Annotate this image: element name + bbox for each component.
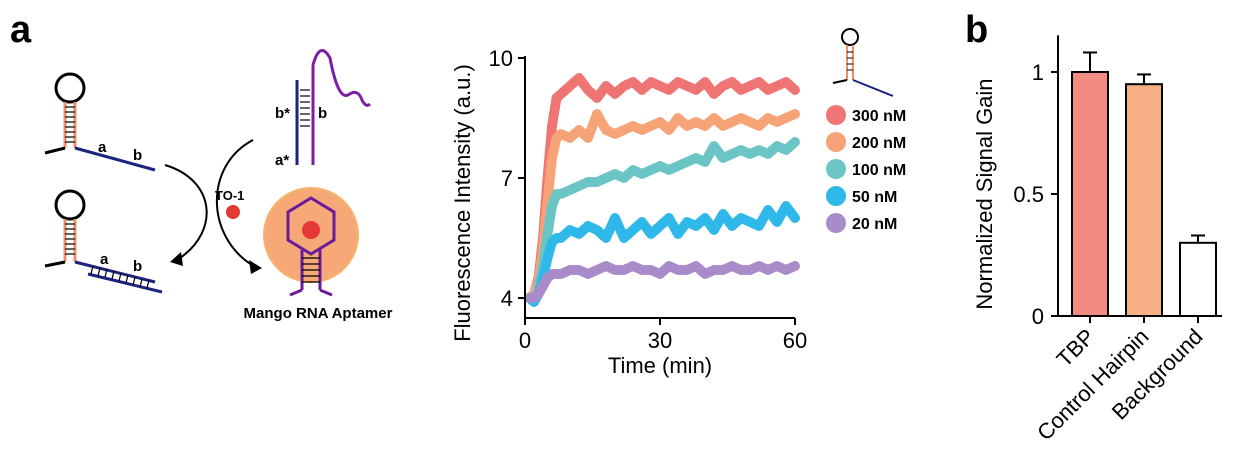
target-strand: b* a* b [275, 49, 372, 169]
strand-label-b: b [133, 147, 142, 164]
chart1-x-tick-label: 30 [648, 328, 672, 353]
legend-label: 300 nM [852, 108, 906, 125]
arrow-head-left [170, 252, 183, 266]
chart2-y-tick-label: 1 [1032, 60, 1044, 85]
chart1-y-axis-label: Fluorescence Intensity (a.u.) [450, 64, 475, 342]
series-2 [524, 137, 800, 303]
legend-marker [826, 105, 846, 125]
dye-molecule [226, 205, 240, 219]
legend-marker [826, 186, 846, 206]
aptamer-label: Mango RNA Aptamer [244, 305, 393, 322]
hairpin-probe-top: a b [44, 72, 156, 172]
chart1-ticks: 4 7 10 0 30 60 [489, 46, 808, 353]
chart1-legend: 300 nM 200 nM 100 nM 50 nM 20 nM [826, 105, 906, 233]
target-label-astar: a* [275, 152, 289, 169]
chart1-y-tick-label: 7 [501, 166, 513, 191]
chart2-category-label: TBP [1052, 324, 1100, 372]
series-4 [524, 261, 800, 303]
chart1-y-tick-label: 10 [489, 46, 513, 71]
chart1-x-axis-label: Time (min) [608, 353, 712, 378]
legend-label: 200 nM [852, 135, 906, 152]
bar [1071, 71, 1109, 317]
hairpin-probe-bound: a b [44, 189, 163, 294]
legend-marker [826, 213, 846, 233]
reaction-arrows [164, 139, 254, 266]
bar [1179, 241, 1217, 317]
fluorescence-chart: 4 7 10 0 30 60 Time (min) Fluorescence Intens… [450, 46, 906, 378]
legend-hairpin-icon [832, 28, 894, 97]
data-point [790, 137, 800, 147]
chart1-y-tick-label: 4 [501, 286, 513, 311]
legend-marker [826, 132, 846, 152]
legend-label: 100 nM [852, 162, 906, 179]
panel-letter-b: b [965, 9, 988, 51]
strand-label-a: a [98, 139, 107, 156]
data-point [790, 261, 800, 271]
dye-label: TO-1 [215, 188, 244, 203]
schematic: a b a b [44, 28, 894, 322]
legend-label: 50 nM [852, 189, 897, 206]
chart1-x-tick-label: 60 [783, 328, 807, 353]
series-3 [524, 201, 800, 307]
data-point [790, 213, 800, 223]
arrow-head-right [249, 260, 262, 274]
target-label-b: b [318, 105, 327, 122]
bar [1125, 83, 1163, 317]
chart2-y-tick-label: 0.5 [1013, 182, 1044, 207]
chart1-x-tick-label: 0 [519, 328, 531, 353]
legend-label: 20 nM [852, 216, 897, 233]
chart2-y-tick-label: 0 [1032, 304, 1044, 329]
data-point [790, 85, 800, 95]
chart1-marks [524, 73, 800, 307]
panel-letter-a: a [10, 9, 32, 51]
chart2-y-axis-label: Normalized Signal Gain [972, 78, 997, 309]
strand-label-a-bound: a [100, 251, 109, 268]
target-label-bstar: b* [275, 105, 290, 122]
mango-aptamer [263, 187, 359, 297]
chart2-ticks: 00.51 [1013, 60, 1058, 329]
legend-marker [826, 159, 846, 179]
data-point [790, 109, 800, 119]
strand-label-b-bound: b [133, 258, 142, 275]
